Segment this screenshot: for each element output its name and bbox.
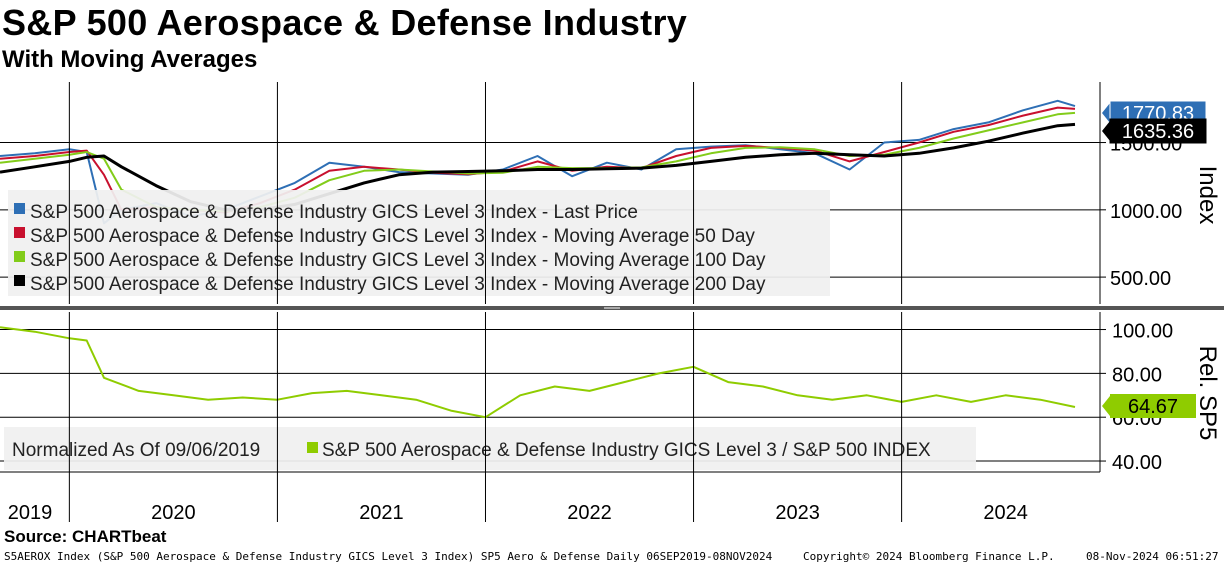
value-badge-ma200 <box>1109 118 1207 144</box>
x-tick-label-year: 2022 <box>567 502 612 524</box>
value-pointer-ma200 <box>1102 121 1110 141</box>
y-tick-label: 500.00 <box>1110 268 1171 290</box>
legend-box <box>8 190 830 296</box>
value-pointer-relative <box>1102 396 1110 416</box>
y-tick-label: 80.00 <box>1112 364 1162 386</box>
x-tick-label-year: 2021 <box>359 502 404 524</box>
legend-swatch-ma100 <box>14 251 25 262</box>
y-tick-label: 40.00 <box>1112 452 1162 474</box>
legend-label-ma200: S&P 500 Aerospace & Defense Industry GIC… <box>30 274 766 295</box>
chart-subtitle: With Moving Averages <box>2 46 258 73</box>
footer-timestamp: 08-Nov-2024 06:51:27 <box>1086 550 1219 563</box>
legend-prefix: Normalized As Of 09/06/2019 <box>12 440 260 461</box>
series-line-relative <box>0 326 1076 419</box>
legend-label-relative: S&P 500 Aerospace & Defense Industry GIC… <box>322 440 931 461</box>
value-badge-text-relative: 64.67 <box>1128 396 1178 418</box>
x-tick-label-year: 2024 <box>983 502 1028 524</box>
x-tick-label-year: 2020 <box>151 502 196 524</box>
separator-handle <box>604 307 620 309</box>
value-badge-relative <box>1110 394 1196 418</box>
legend-label-last: S&P 500 Aerospace & Defense Industry GIC… <box>30 202 638 223</box>
x-axis: 2019 2020 2021 2022 2023 2024 <box>0 82 1100 524</box>
value-pointer-last <box>1102 103 1110 123</box>
legend-label-ma50: S&P 500 Aerospace & Defense Industry GIC… <box>30 226 755 247</box>
legend-swatch-ma200 <box>14 275 25 286</box>
x-tick-label-year: 2019 <box>8 502 53 524</box>
top-panel: 500.001000.001500.00Index1770.831635.36S… <box>0 82 1224 310</box>
legend-label-ma100: S&P 500 Aerospace & Defense Industry GIC… <box>30 250 766 271</box>
legend-swatch-last <box>14 203 25 214</box>
chart-title: S&P 500 Aerospace & Defense Industry <box>2 2 688 43</box>
x-tick-label-year: 2023 <box>775 502 820 524</box>
y-axis-title: Index <box>1194 166 1221 225</box>
footer-copyright: Copyright© 2024 Bloomberg Finance L.P. <box>803 550 1055 563</box>
value-badge-text-ma200: 1635.36 <box>1122 121 1194 143</box>
footer-security: S5AEROX Index (S&P 500 Aerospace & Defen… <box>4 550 773 563</box>
y-tick-label: 1000.00 <box>1110 201 1182 223</box>
y-tick-label: 100.00 <box>1112 321 1173 343</box>
legend-box <box>4 427 976 470</box>
y-axis-title: Rel. SP5 <box>1194 346 1221 441</box>
legend-swatch-relative <box>307 442 318 453</box>
legend-swatch-ma50 <box>14 227 25 238</box>
source-note: Source: CHARTbeat <box>4 527 167 546</box>
